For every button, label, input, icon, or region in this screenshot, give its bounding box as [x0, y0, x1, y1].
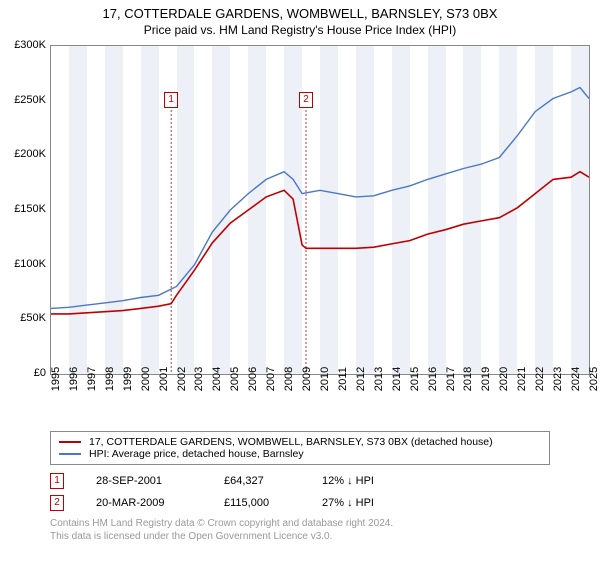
y-tick-label: £300K	[14, 39, 46, 51]
x-tick-label: 1996	[68, 367, 80, 391]
series-property	[51, 172, 589, 314]
x-tick-label: 2000	[140, 367, 152, 391]
chart-title: 17, COTTERDALE GARDENS, WOMBWELL, BARNSL…	[0, 6, 600, 21]
sale-date: 20-MAR-2009	[96, 497, 196, 509]
footer-line-1: Contains HM Land Registry data © Crown c…	[50, 517, 550, 530]
y-tick-label: £100K	[14, 258, 46, 270]
plot: 12	[50, 45, 590, 375]
x-tick-label: 2019	[480, 367, 492, 391]
x-tick-label: 2023	[552, 367, 564, 391]
sale-marker-box: 2	[299, 92, 313, 108]
x-tick-label: 2025	[588, 367, 600, 391]
x-tick-label: 1997	[86, 367, 98, 391]
footer: Contains HM Land Registry data © Crown c…	[50, 517, 550, 543]
x-tick-label: 2002	[176, 367, 188, 391]
x-tick-label: 2001	[158, 367, 170, 391]
sale-marker-inline: 2	[50, 495, 64, 511]
x-tick-label: 2018	[462, 367, 474, 391]
x-tick-label: 2008	[283, 367, 295, 391]
legend-swatch	[59, 453, 81, 455]
sale-vs-hpi: 27% ↓ HPI	[322, 497, 374, 509]
x-tick-label: 1998	[104, 367, 116, 391]
x-tick-label: 2020	[498, 367, 510, 391]
sale-row: 2 20-MAR-2009 £115,000 27% ↓ HPI	[50, 495, 550, 511]
legend: 17, COTTERDALE GARDENS, WOMBWELL, BARNSL…	[50, 431, 550, 465]
chart-subtitle: Price paid vs. HM Land Registry's House …	[0, 23, 600, 37]
x-tick-label: 2016	[427, 367, 439, 391]
y-tick-label: £0	[34, 367, 46, 379]
sale-marker-box: 1	[164, 92, 178, 108]
legend-label: 17, COTTERDALE GARDENS, WOMBWELL, BARNSL…	[89, 436, 493, 448]
chart-area: 12 £0£50K£100K£150K£200K£250K£300K199519…	[50, 45, 590, 397]
x-tick-label: 2022	[534, 367, 546, 391]
sale-row: 1 28-SEP-2001 £64,327 12% ↓ HPI	[50, 473, 550, 489]
y-tick-label: £200K	[14, 148, 46, 160]
sale-marker-inline: 1	[50, 473, 64, 489]
x-tick-label: 2017	[445, 367, 457, 391]
x-tick-label: 2007	[265, 367, 277, 391]
x-tick-label: 2004	[211, 367, 223, 391]
sale-price: £115,000	[224, 497, 294, 509]
x-tick-label: 1995	[50, 367, 62, 391]
legend-label: HPI: Average price, detached house, Barn…	[89, 448, 304, 460]
sale-price: £64,327	[224, 475, 294, 487]
x-tick-label: 2024	[570, 367, 582, 391]
sales-table: 1 28-SEP-2001 £64,327 12% ↓ HPI 2 20-MAR-2009…	[50, 473, 550, 511]
x-tick-label: 2014	[391, 367, 403, 391]
series-hpi	[51, 88, 589, 309]
x-tick-label: 2011	[337, 367, 349, 391]
x-tick-label: 2009	[301, 367, 313, 391]
y-tick-label: £250K	[14, 94, 46, 106]
x-tick-label: 1999	[122, 367, 134, 391]
chart-svg	[51, 46, 589, 374]
legend-swatch	[59, 441, 81, 443]
x-tick-label: 2015	[409, 367, 421, 391]
y-tick-label: £50K	[20, 312, 46, 324]
legend-row: 17, COTTERDALE GARDENS, WOMBWELL, BARNSL…	[59, 436, 541, 448]
x-tick-label: 2013	[373, 367, 385, 391]
y-tick-label: £150K	[14, 203, 46, 215]
x-tick-label: 2010	[319, 367, 331, 391]
sale-vs-hpi: 12% ↓ HPI	[322, 475, 374, 487]
x-tick-label: 2012	[355, 367, 367, 391]
footer-line-2: This data is licensed under the Open Gov…	[50, 530, 550, 543]
x-tick-label: 2021	[516, 367, 528, 391]
x-tick-label: 2006	[247, 367, 259, 391]
sale-date: 28-SEP-2001	[96, 475, 196, 487]
x-tick-label: 2005	[229, 367, 241, 391]
legend-row: HPI: Average price, detached house, Barn…	[59, 448, 541, 460]
x-tick-label: 2003	[193, 367, 205, 391]
